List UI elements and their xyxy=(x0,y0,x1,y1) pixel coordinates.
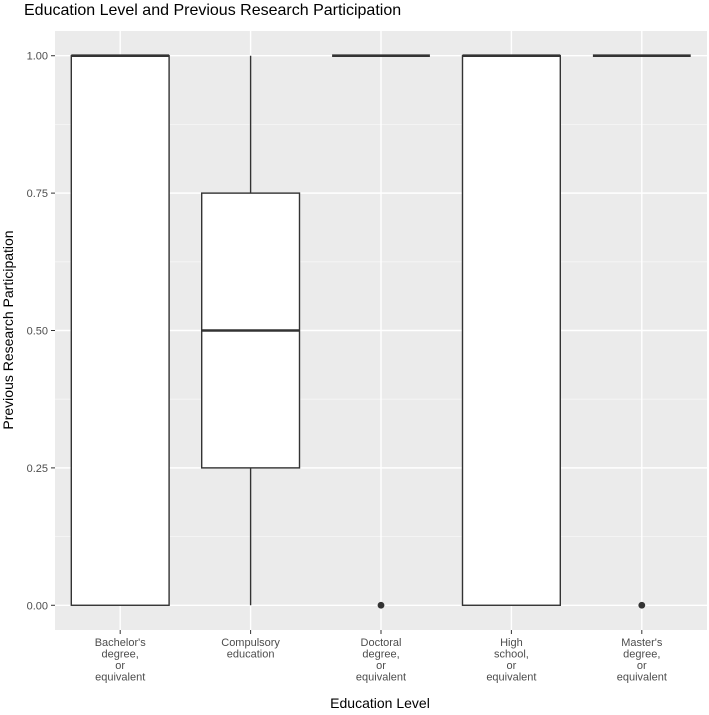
x-tick-label-line: equivalent xyxy=(95,672,145,684)
x-tick-label-line: degree, xyxy=(102,649,139,661)
outlier-point xyxy=(638,601,646,609)
box-group xyxy=(592,54,691,609)
x-tick-label-line: or xyxy=(376,660,386,672)
boxes xyxy=(70,54,691,609)
x-tick-label-line: degree, xyxy=(623,649,660,661)
x-tick-label-line: degree, xyxy=(362,649,399,661)
box-group xyxy=(332,54,430,609)
box-group xyxy=(200,55,301,606)
box-group xyxy=(70,54,170,606)
x-tick-label-line: equivalent xyxy=(486,672,536,684)
x-tick-label-line: Master's xyxy=(621,637,663,649)
y-axis: 0.00 0.25 0.50 0.75 1.00 xyxy=(27,51,55,612)
x-tick-label-line: education xyxy=(227,649,275,661)
y-tick-label: 0.00 xyxy=(27,600,48,612)
x-tick-label: Master's degree, or equivalent xyxy=(617,637,667,684)
x-tick-label-line: or xyxy=(507,660,517,672)
y-tick-label: 0.75 xyxy=(27,188,48,200)
x-tick-label-line: Compulsory xyxy=(221,637,280,649)
x-tick-label: Compulsory education xyxy=(221,637,280,661)
x-axis-title: Education Level xyxy=(330,695,430,711)
x-tick-label: High school, or equivalent xyxy=(486,637,536,684)
x-tick-label-line: Bachelor's xyxy=(95,637,147,649)
x-tick-label: Doctoral degree, or equivalent xyxy=(356,637,406,684)
box-group xyxy=(461,54,562,606)
x-tick-label-line: Doctoral xyxy=(361,637,402,649)
box xyxy=(461,55,562,606)
x-tick-label-line: or xyxy=(115,660,125,672)
y-axis-title: Previous Research Participation xyxy=(0,230,16,429)
x-tick-label-line: equivalent xyxy=(617,672,667,684)
x-tick-label-line: equivalent xyxy=(356,672,406,684)
x-tick-label-line: school, xyxy=(494,649,529,661)
x-tick-label: Bachelor's degree, or equivalent xyxy=(95,637,147,684)
y-tick-label: 0.25 xyxy=(27,463,48,475)
outlier-point xyxy=(377,601,385,609)
chart-title: Education Level and Previous Research Pa… xyxy=(24,2,401,19)
box xyxy=(70,55,170,606)
y-tick-label: 0.50 xyxy=(27,326,48,338)
y-tick-label: 1.00 xyxy=(27,51,48,63)
x-tick-label-line: or xyxy=(637,660,647,672)
x-tick-label-line: High xyxy=(500,637,523,649)
